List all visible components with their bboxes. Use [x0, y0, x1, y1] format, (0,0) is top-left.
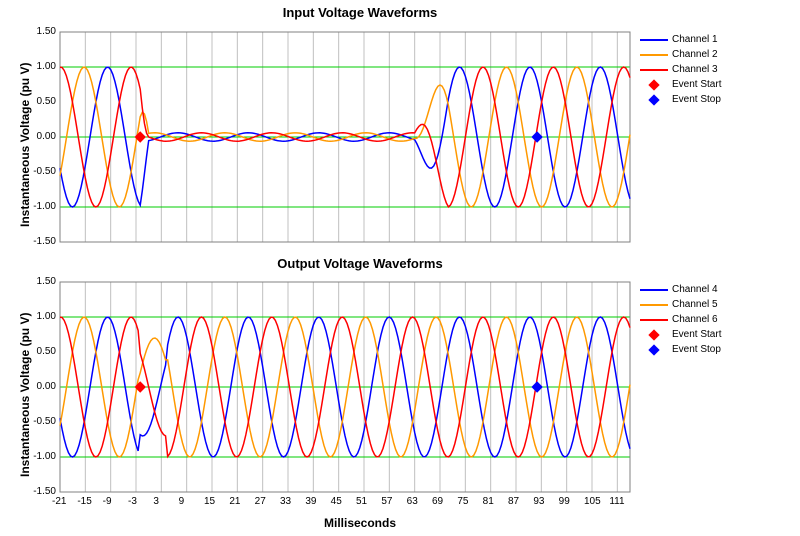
legend-item-event-stop: Event Stop — [640, 94, 721, 105]
ytick-label: -1.50 — [33, 236, 56, 247]
legend-label: Channel 4 — [672, 284, 718, 295]
xtick-label: -21 — [52, 496, 66, 507]
legend-label: Channel 2 — [672, 49, 718, 60]
xtick-label: 9 — [179, 496, 185, 507]
legend-label: Event Start — [672, 329, 721, 340]
legend-swatch-icon — [640, 54, 668, 56]
xtick-label: 21 — [229, 496, 240, 507]
bottom-chart-title: Output Voltage Waveforms — [60, 256, 660, 271]
legend-marker-icon — [648, 79, 659, 90]
xtick-label: 33 — [280, 496, 291, 507]
ytick-label: -1.00 — [33, 201, 56, 212]
legend-item-channel-4: Channel 4 — [640, 284, 718, 295]
legend-label: Channel 5 — [672, 299, 718, 310]
ytick-label: -1.00 — [33, 451, 56, 462]
xtick-label: 93 — [533, 496, 544, 507]
ytick-label: 0.00 — [37, 131, 56, 142]
xtick-label: 63 — [407, 496, 418, 507]
xtick-label: -3 — [128, 496, 137, 507]
ytick-label: 1.00 — [37, 61, 56, 72]
legend-item-channel-6: Channel 6 — [640, 314, 718, 325]
xtick-label: 105 — [584, 496, 601, 507]
event-marker-event-start — [135, 132, 145, 142]
xtick-label: 39 — [305, 496, 316, 507]
ytick-label: 0.50 — [37, 96, 56, 107]
legend-swatch-icon — [640, 304, 668, 306]
event-marker-event-start — [135, 382, 145, 392]
legend-swatch-icon — [640, 319, 668, 321]
legend-label: Channel 6 — [672, 314, 718, 325]
xtick-label: -9 — [103, 496, 112, 507]
legend-label: Event Stop — [672, 94, 721, 105]
ytick-label: 1.50 — [37, 276, 56, 287]
legend-item-channel-1: Channel 1 — [640, 34, 718, 45]
legend-item-channel-3: Channel 3 — [640, 64, 718, 75]
event-marker-event-stop — [532, 132, 542, 142]
ytick-label: -0.50 — [33, 166, 56, 177]
xtick-label: 45 — [331, 496, 342, 507]
ytick-label: -0.50 — [33, 416, 56, 427]
xtick-label: 69 — [432, 496, 443, 507]
xtick-label: 27 — [255, 496, 266, 507]
legend-marker-icon — [648, 329, 659, 340]
bottom-plot-markers — [60, 282, 630, 492]
xtick-label: 51 — [356, 496, 367, 507]
legend-marker-icon — [648, 94, 659, 105]
legend-label: Event Start — [672, 79, 721, 90]
xtick-label: 111 — [609, 496, 624, 507]
ytick-label: 0.50 — [37, 346, 56, 357]
xtick-label: 15 — [204, 496, 215, 507]
legend-item-channel-2: Channel 2 — [640, 49, 718, 60]
x-axis-label: Milliseconds — [60, 516, 660, 530]
legend-label: Channel 1 — [672, 34, 718, 45]
legend-swatch-icon — [640, 69, 668, 71]
xtick-label: 3 — [153, 496, 159, 507]
xtick-label: 81 — [483, 496, 494, 507]
legend-marker-icon — [648, 344, 659, 355]
legend-label: Event Stop — [672, 344, 721, 355]
legend-swatch-icon — [640, 39, 668, 41]
top-plot-markers — [60, 32, 630, 242]
bottom-y-axis-label: Instantaneous Voltage (pu V) — [18, 297, 32, 477]
xtick-label: 57 — [381, 496, 392, 507]
legend-item-event-start: Event Start — [640, 329, 721, 340]
ytick-label: 1.00 — [37, 311, 56, 322]
ytick-label: 0.00 — [37, 381, 56, 392]
ytick-label: 1.50 — [37, 26, 56, 37]
xtick-label: -15 — [77, 496, 91, 507]
xtick-label: 75 — [457, 496, 468, 507]
xtick-label: 87 — [508, 496, 519, 507]
event-marker-event-stop — [532, 382, 542, 392]
legend-swatch-icon — [640, 289, 668, 291]
voltage-waveform-page: Input Voltage Waveforms Instantaneous Vo… — [0, 0, 800, 536]
legend-item-channel-5: Channel 5 — [640, 299, 718, 310]
legend-item-event-start: Event Start — [640, 79, 721, 90]
top-y-axis-label: Instantaneous Voltage (pu V) — [18, 47, 32, 227]
legend-label: Channel 3 — [672, 64, 718, 75]
legend-item-event-stop: Event Stop — [640, 344, 721, 355]
top-chart-title: Input Voltage Waveforms — [60, 5, 660, 20]
xtick-label: 99 — [559, 496, 570, 507]
